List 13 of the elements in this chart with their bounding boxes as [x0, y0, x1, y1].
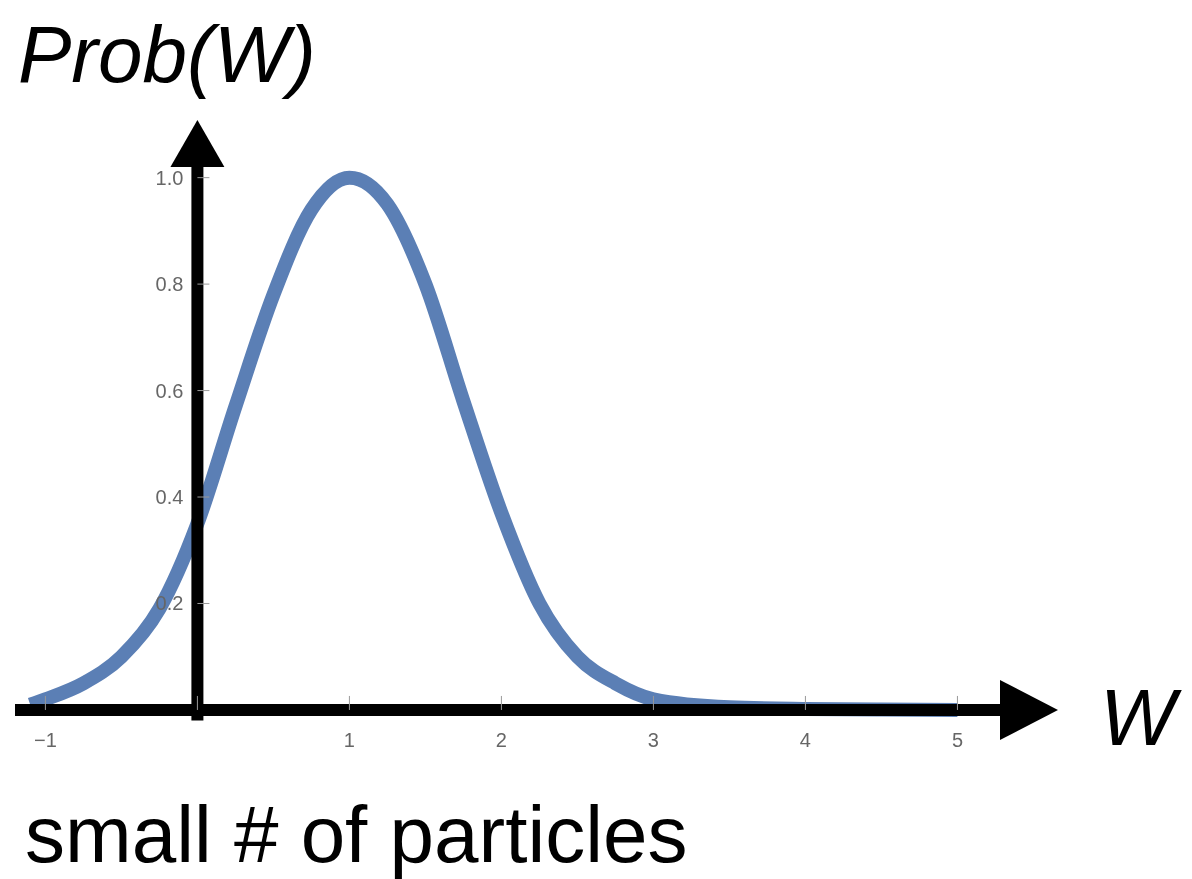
text: small # of particles: [25, 790, 688, 879]
x-tick-label: −1: [33, 728, 57, 751]
x-tick-label: 3: [647, 728, 659, 751]
x-tick-label: 1: [343, 728, 355, 751]
x-axis-title: W: [1100, 673, 1182, 762]
x-tick-label: 2: [495, 728, 507, 751]
x-tick-label: 5: [951, 728, 963, 751]
y-tick-label: 0.4: [155, 486, 184, 509]
y-axis-title: Prob(W): [18, 10, 316, 99]
x-tick-label: 4: [799, 728, 811, 751]
y-tick-label: 1.0: [155, 166, 184, 189]
y-tick-label: 0.8: [155, 273, 184, 296]
y-tick-label: 0.6: [155, 379, 184, 402]
